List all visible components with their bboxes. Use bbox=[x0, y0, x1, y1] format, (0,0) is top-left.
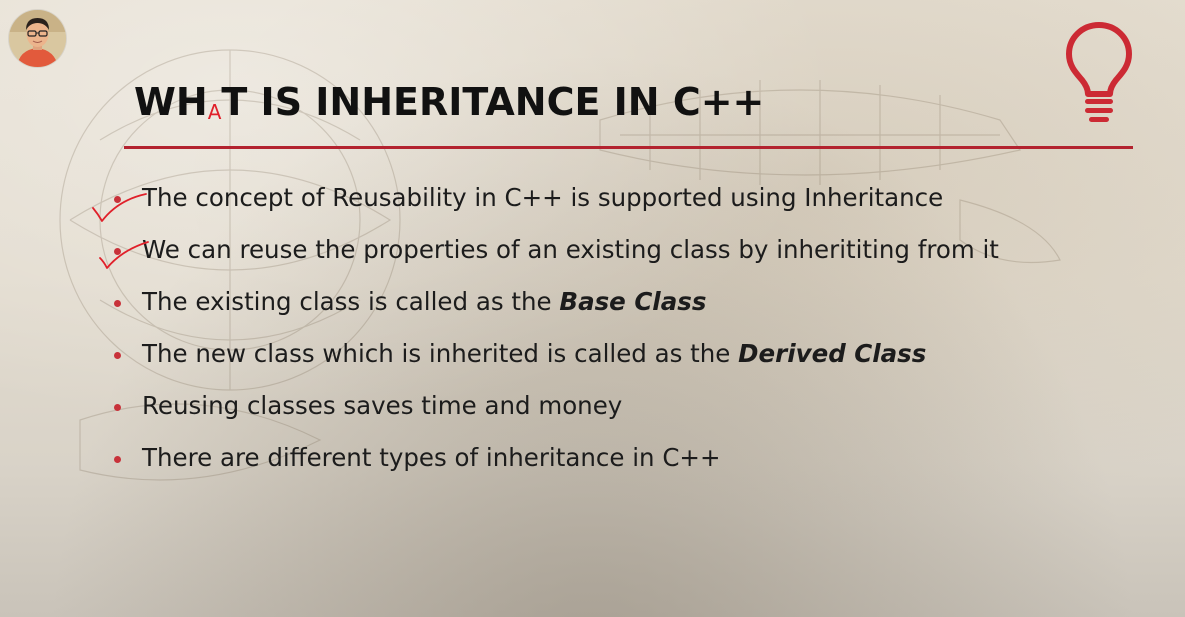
bullet-item: The new class which is inherited is call… bbox=[112, 332, 999, 384]
bullet-item: The concept of Reusability in C++ is sup… bbox=[112, 176, 999, 228]
bullet-text: The new class which is inherited is call… bbox=[142, 339, 739, 368]
bullet-text: We can reuse the properties of an existi… bbox=[142, 235, 999, 264]
bullet-text: The existing class is called as the bbox=[142, 287, 560, 316]
bullet-item: The existing class is called as the Base… bbox=[112, 280, 999, 332]
bullet-item: Reusing classes saves time and money bbox=[112, 384, 999, 436]
title-part-inserted: A bbox=[207, 100, 222, 124]
bullet-emphasis: Derived Class bbox=[738, 339, 927, 368]
bullet-item: We can reuse the properties of an existi… bbox=[112, 228, 999, 280]
title-part-end: T IS INHERITANCE IN C++ bbox=[221, 80, 765, 124]
bullet-emphasis: Base Class bbox=[559, 287, 707, 316]
bullet-text: Reusing classes saves time and money bbox=[142, 391, 623, 420]
presenter-avatar bbox=[9, 10, 66, 67]
bullet-dot bbox=[114, 196, 121, 203]
bullet-text: There are different types of inheritance… bbox=[142, 443, 721, 472]
bullet-dot bbox=[114, 404, 121, 411]
bullet-text: The concept of Reusability in C++ is sup… bbox=[142, 183, 944, 212]
bullet-list: The concept of Reusability in C++ is sup… bbox=[112, 176, 999, 488]
title-underline bbox=[124, 146, 1133, 149]
title-part-start: WH bbox=[134, 80, 208, 124]
lightbulb-icon bbox=[1066, 22, 1132, 122]
bullet-dot bbox=[114, 352, 121, 359]
bullet-dot bbox=[114, 248, 121, 255]
bullet-item: There are different types of inheritance… bbox=[112, 436, 999, 488]
bullet-dot bbox=[114, 300, 121, 307]
bullet-dot bbox=[114, 456, 121, 463]
slide-title: WHAT IS INHERITANCE IN C++ bbox=[134, 80, 764, 124]
